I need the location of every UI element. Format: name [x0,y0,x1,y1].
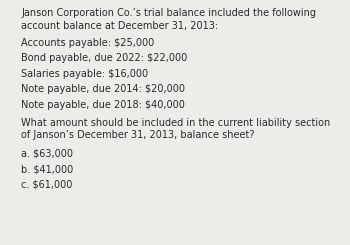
Text: c. $61,000: c. $61,000 [21,180,72,190]
Text: Bond payable, due 2022: $22,000: Bond payable, due 2022: $22,000 [21,53,187,63]
Text: What amount should be included in the current liability section: What amount should be included in the cu… [21,118,330,127]
Text: account balance at December 31, 2013:: account balance at December 31, 2013: [21,21,218,31]
Text: Janson Corporation Co.’s trial balance included the following: Janson Corporation Co.’s trial balance i… [21,9,316,18]
Text: b. $41,000: b. $41,000 [21,164,73,174]
Text: Salaries payable: $16,000: Salaries payable: $16,000 [21,69,148,79]
Text: Accounts payable: $25,000: Accounts payable: $25,000 [21,38,154,48]
Text: Note payable, due 2018: $40,000: Note payable, due 2018: $40,000 [21,100,185,110]
Text: a. $63,000: a. $63,000 [21,149,73,159]
Text: Note payable, due 2014: $20,000: Note payable, due 2014: $20,000 [21,84,185,94]
Text: of Janson’s December 31, 2013, balance sheet?: of Janson’s December 31, 2013, balance s… [21,131,254,140]
